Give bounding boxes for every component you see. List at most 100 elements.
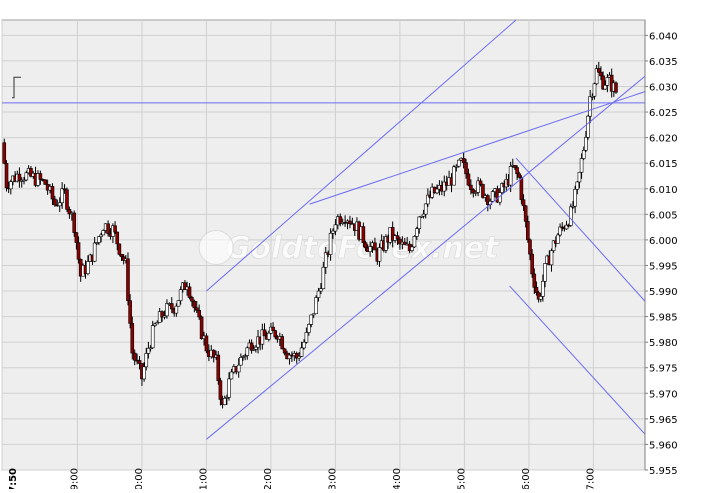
candle-body: [204, 335, 209, 352]
candle-body: [363, 242, 368, 249]
candle-body: [249, 342, 254, 351]
candle-body: [29, 168, 33, 177]
candle-body: [571, 205, 575, 208]
candle-body: [419, 215, 424, 218]
candle-body: [461, 157, 466, 163]
candle-body: [280, 336, 285, 350]
candle-body: [65, 189, 69, 210]
candle-body: [92, 242, 97, 262]
x-tick-label: 09:00: [69, 468, 80, 489]
candle-body: [541, 280, 545, 297]
candle-body: [76, 242, 81, 260]
candle-body: [558, 226, 562, 236]
candle-body: [187, 286, 192, 298]
candle-body: [368, 246, 372, 252]
candle-body: [60, 188, 64, 204]
candle-body: [569, 206, 573, 226]
candle-body: [211, 349, 216, 358]
candle-body: [106, 223, 110, 234]
candle-body: [530, 253, 534, 275]
trend-line-resistance-line: [309, 91, 646, 205]
candle-body: [309, 314, 314, 325]
candle-body: [395, 235, 400, 240]
candle-body: [490, 191, 495, 202]
candle-body: [72, 212, 77, 233]
candle-body: [227, 378, 231, 398]
candle-body: [471, 189, 476, 194]
candle-body: [575, 181, 580, 190]
candle-body: [319, 288, 323, 292]
candle-body: [119, 254, 124, 258]
bracket-marker: [12, 76, 21, 99]
candle-body: [373, 242, 377, 251]
candle-body: [57, 202, 62, 207]
candle-body: [603, 85, 608, 90]
candle-body: [43, 179, 48, 185]
candle-body: [254, 346, 258, 350]
x-tick-label: 07:50: [8, 468, 19, 489]
candle-body: [473, 192, 478, 194]
candle-body: [22, 179, 26, 182]
candle-body: [153, 323, 157, 326]
candle-body: [528, 239, 532, 255]
candle-body: [216, 354, 221, 381]
candle-body: [302, 341, 306, 349]
candle-body: [543, 263, 547, 282]
y-tick-label: 6.030: [649, 82, 678, 93]
candle-body: [573, 188, 577, 207]
y-tick-label: 6.025: [649, 108, 678, 119]
candle-body: [251, 349, 256, 351]
y-tick-label: 6.005: [649, 210, 678, 221]
candle-body: [519, 177, 524, 201]
candle-body: [222, 398, 227, 405]
candle-body: [415, 228, 419, 237]
candle-body: [333, 224, 338, 232]
candle-body: [476, 180, 480, 193]
candle-body: [245, 347, 250, 356]
candle-body: [581, 149, 586, 159]
candle-body: [307, 324, 311, 333]
candle-body: [412, 236, 417, 248]
candle-body: [466, 173, 471, 186]
candle-body: [456, 159, 461, 167]
y-tick-label: 6.015: [649, 159, 678, 170]
candle-body: [601, 75, 605, 90]
candle-body: [599, 71, 603, 77]
trend-line-down-channel-upper: [515, 157, 646, 302]
candle-body: [86, 261, 90, 274]
candle-body: [229, 371, 234, 380]
candle-body: [137, 360, 142, 364]
candle-body: [17, 173, 22, 182]
x-tick-label: 12:00: [263, 468, 274, 489]
y-tick-label: 5.970: [649, 389, 678, 400]
candle-body: [500, 183, 504, 193]
candle-body: [564, 224, 569, 230]
candle-body: [417, 216, 422, 230]
candle-body: [442, 181, 447, 192]
candle-body: [146, 347, 151, 354]
candle-body: [481, 184, 485, 198]
x-tick-label: 11:00: [198, 468, 209, 489]
candle-body: [95, 242, 99, 244]
candle-body: [584, 137, 588, 151]
candle-body: [536, 292, 541, 300]
candle-body: [398, 238, 402, 245]
candle-body: [331, 230, 335, 234]
candle-body: [338, 216, 343, 224]
x-tick-label: 16:00: [521, 468, 532, 489]
y-tick-label: 6.035: [649, 57, 678, 68]
x-tick-label: 17:00: [585, 468, 596, 489]
candle-body: [594, 68, 599, 85]
trend-line-channel-lower: [206, 75, 646, 440]
candle-body: [160, 311, 164, 318]
candle-body: [452, 166, 456, 186]
trend-line-down-channel-lower: [509, 285, 646, 435]
candle-body: [142, 366, 146, 380]
candle-body: [241, 356, 245, 358]
candle-body: [513, 165, 517, 168]
candle-body: [169, 303, 174, 310]
candle-body: [130, 323, 135, 354]
candle-body: [115, 231, 120, 245]
y-tick-label: 5.990: [649, 287, 678, 298]
